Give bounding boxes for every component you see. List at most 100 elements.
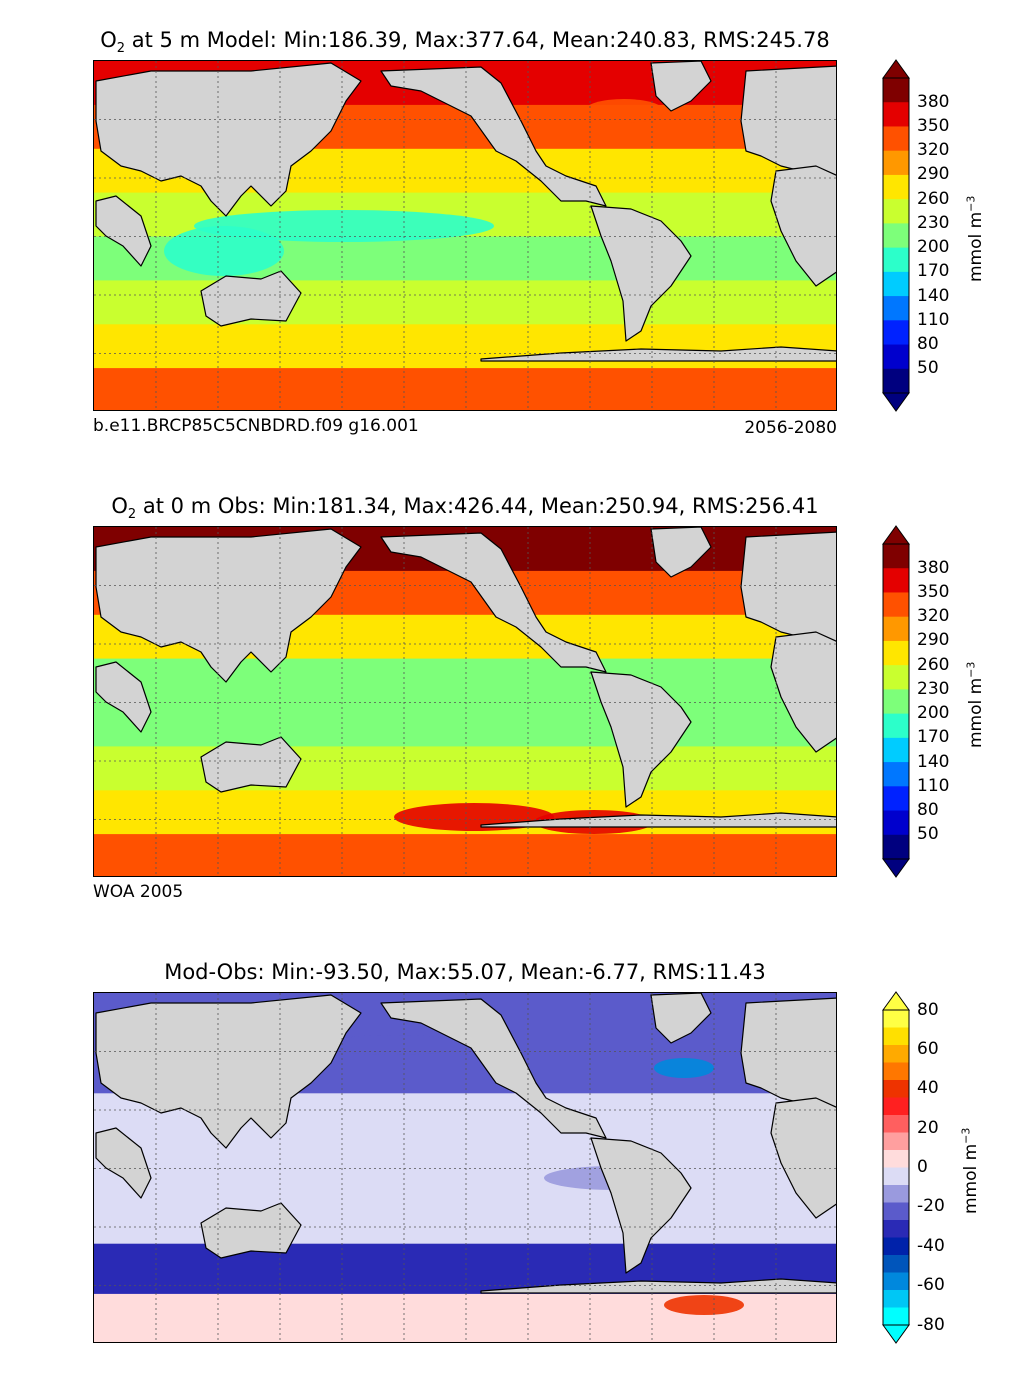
panel-3-title-text: Mod-Obs: Min:-93.50, Max:55.07, Mean:-6.… (164, 960, 766, 984)
colorbar-svg (882, 991, 910, 1344)
colorbar-swatch (883, 368, 909, 394)
colorbar-swatch (883, 1167, 909, 1186)
colorbar-swatch (883, 150, 909, 176)
land-mass (480, 812, 836, 828)
colorbar-swatch (883, 223, 909, 249)
colorbar-tick-label: 60 (917, 1038, 939, 1059)
panel-2-map (93, 526, 837, 877)
graticule (94, 61, 836, 410)
colorbar-tick-label: -80 (917, 1314, 945, 1335)
graticule (94, 527, 836, 876)
colorbar-tick-label: 290 (917, 164, 950, 185)
colorbar-swatch (883, 296, 909, 321)
ocean-anomaly (664, 1295, 744, 1315)
panel-3-colorbar (882, 991, 910, 1344)
ocean-anomaly (584, 99, 664, 123)
colorbar-swatch (883, 1272, 909, 1291)
land-mass (650, 527, 712, 578)
colorbar-swatch (883, 1202, 909, 1221)
panel-1-title: O2 at 5 m Model: Min:186.39, Max:377.64,… (0, 28, 930, 56)
land-mass (200, 1202, 302, 1259)
colorbar-tick-label: 80 (917, 334, 939, 354)
land-mass (590, 671, 692, 808)
colorbar-tick-label: 140 (917, 751, 950, 772)
colorbar-swatch (883, 1150, 909, 1168)
colorbar-swatch (883, 1062, 909, 1081)
panel-1-case-name: b.e11.BRCP85C5CNBDRD.f09 g16.001 (93, 416, 419, 436)
colorbar-tick-label: 110 (917, 775, 950, 796)
colorbar-extend-top (882, 525, 910, 545)
colorbar-swatch (883, 1220, 909, 1238)
colorbar-swatch (883, 1290, 909, 1308)
colorbar-extend-bottom (882, 392, 910, 412)
colorbar-tick-label: 50 (917, 358, 939, 379)
colorbar-tick-label: 350 (917, 582, 950, 602)
land-mass (95, 994, 362, 1149)
colorbar-unit-label: mmol m−3 (959, 1127, 982, 1215)
colorbar-swatch (883, 568, 909, 593)
panel-3-map (93, 992, 837, 1343)
colorbar-swatch (883, 271, 909, 297)
ocean-anomaly (164, 226, 284, 276)
land-mass (770, 1097, 836, 1219)
ocean-band (94, 1143, 836, 1195)
colorbar-tick-label: 170 (917, 261, 950, 282)
colorbar-swatch (883, 737, 909, 763)
colorbar-svg (882, 59, 910, 412)
colorbar-swatch (883, 762, 909, 787)
land-mass (200, 270, 302, 327)
colorbar-tick-label: 230 (917, 212, 950, 233)
colorbar-tick-label: 320 (917, 140, 950, 161)
colorbar-swatch (883, 174, 909, 200)
colorbar-tick-label: 170 (917, 727, 950, 748)
land-mass (95, 528, 362, 683)
land-mass (650, 61, 712, 112)
ocean-band (94, 658, 836, 704)
colorbar-tick-label: -20 (917, 1196, 945, 1217)
ocean-anomaly (654, 1058, 714, 1078)
ocean-band (94, 834, 836, 876)
colorbar-tick-label: 80 (917, 800, 939, 820)
colorbar-svg (882, 525, 910, 878)
land-mass (95, 62, 362, 217)
colorbar-swatch (883, 689, 909, 715)
colorbar-swatch (883, 102, 909, 127)
graticule (94, 993, 836, 1342)
colorbar-tick-label: 110 (917, 309, 950, 330)
colorbar-extend-bottom (882, 858, 910, 878)
colorbar-tick-label: 200 (917, 237, 950, 258)
map-svg (94, 61, 836, 410)
map-svg (94, 527, 836, 876)
colorbar-swatch (883, 199, 909, 224)
colorbar-swatch (883, 665, 909, 690)
colorbar-tick-label: 320 (917, 606, 950, 627)
colorbar-unit-label: mmol m−3 (964, 661, 987, 749)
land-mass (200, 736, 302, 793)
colorbar-swatch (883, 1027, 909, 1046)
land-mass (770, 631, 836, 753)
colorbar-tick-label: 230 (917, 678, 950, 699)
panel-2-title: O2 at 0 m Obs: Min:181.34, Max:426.44, M… (0, 494, 930, 522)
colorbar-swatch (883, 1115, 909, 1133)
colorbar-tick-label: 290 (917, 630, 950, 651)
land-mass (770, 165, 836, 287)
colorbar-tick-label: 0 (917, 1157, 928, 1177)
colorbar-extend-bottom (882, 1324, 910, 1344)
colorbar-tick-label: 80 (917, 999, 939, 1020)
colorbar-tick-label: 350 (917, 116, 950, 136)
panel-1-period: 2056-2080 (744, 418, 837, 438)
colorbar-swatch (883, 810, 909, 836)
colorbar-swatch (883, 1045, 909, 1063)
colorbar-swatch (883, 126, 909, 152)
colorbar-swatch (883, 592, 909, 618)
colorbar-swatch (883, 1185, 909, 1203)
colorbar-tick-label: -60 (917, 1275, 945, 1296)
land-mass (590, 1137, 692, 1274)
colorbar-swatch (883, 786, 909, 812)
colorbar-swatch (883, 1237, 909, 1256)
colorbar-swatch (883, 78, 909, 103)
colorbar-tick-label: 140 (917, 285, 950, 306)
panel-1-map (93, 60, 837, 411)
panel-2-title-text: at 0 m Obs: Min:181.34, Max:426.44, Mean… (136, 494, 819, 518)
panel-1-title-species: O (100, 28, 117, 52)
